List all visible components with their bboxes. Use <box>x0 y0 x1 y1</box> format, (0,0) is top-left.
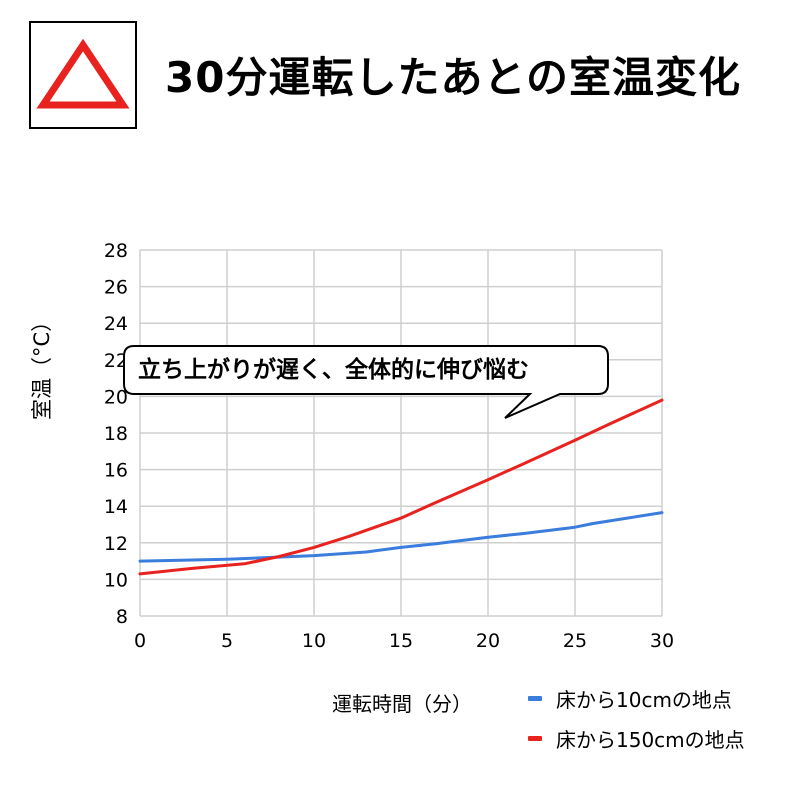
y-tick-label: 26 <box>104 277 128 299</box>
series-line-150cm <box>138 398 664 576</box>
legend-label-150cm: 床から150cmの地点 <box>556 727 745 752</box>
x-tick-label: 0 <box>134 630 146 652</box>
series-line-10cm <box>138 511 664 563</box>
y-tick-label: 8 <box>116 606 128 628</box>
badge <box>29 21 137 129</box>
legend-swatch-10cm <box>528 695 542 701</box>
y-axis-label: 室温（°C） <box>30 310 54 420</box>
legend-swatch-150cm <box>528 735 542 741</box>
y-tick-label: 24 <box>104 313 128 335</box>
page-title: 30分運転したあとの室温変化 <box>165 53 742 102</box>
y-tick-label: 10 <box>104 569 128 591</box>
y-tick-label: 28 <box>104 240 128 262</box>
x-tick-label: 25 <box>563 630 587 652</box>
legend-label-10cm: 床から10cmの地点 <box>556 687 732 712</box>
y-tick-label: 14 <box>104 496 128 518</box>
y-tick-label: 16 <box>104 460 128 482</box>
x-tick-label: 20 <box>476 630 500 652</box>
x-tick-label: 10 <box>302 630 326 652</box>
y-tick-label: 12 <box>104 533 128 555</box>
legend-item-150cm: 床から150cmの地点 <box>528 718 745 758</box>
y-tick-label: 22 <box>104 350 128 372</box>
legend-item-10cm: 床から10cmの地点 <box>528 678 745 718</box>
triangle-icon <box>36 38 130 109</box>
x-tick-label: 15 <box>389 630 413 652</box>
legend: 床から10cmの地点 床から150cmの地点 <box>528 678 745 758</box>
y-tick-label: 18 <box>104 423 128 445</box>
x-axis-label: 運転時間（分） <box>332 692 472 716</box>
x-tick-label: 5 <box>221 630 233 652</box>
x-tick-label: 30 <box>650 630 674 652</box>
y-tick-label: 20 <box>104 386 128 408</box>
